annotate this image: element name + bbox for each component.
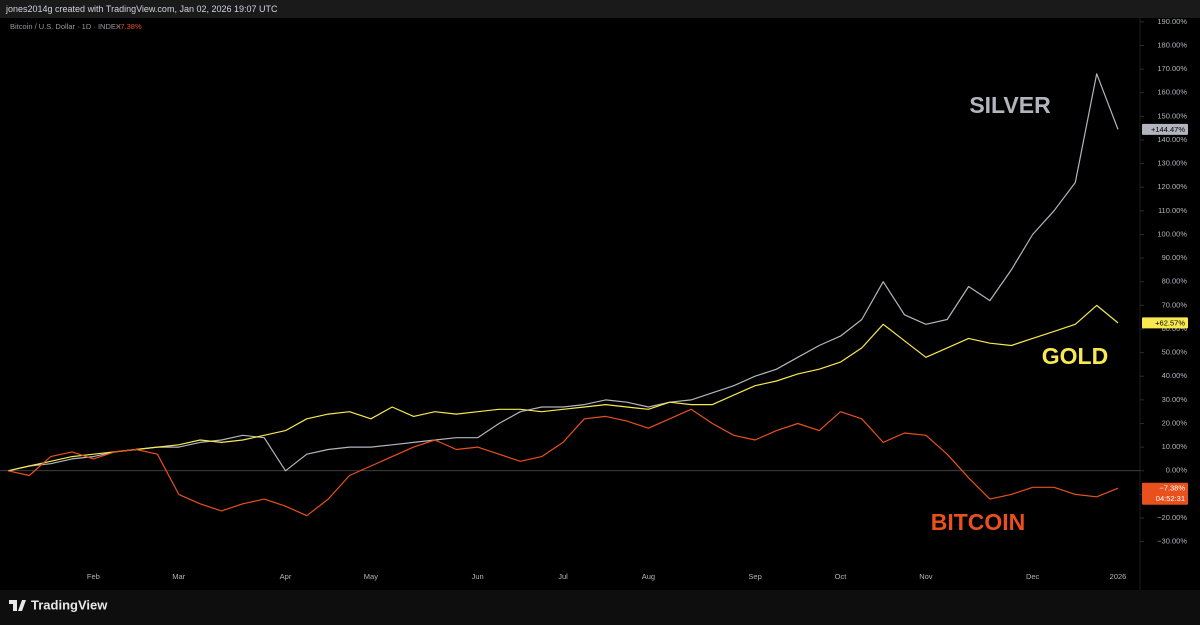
x-tick-label: Oct xyxy=(835,572,848,581)
price-badge xyxy=(1142,317,1188,329)
y-tick-label: 100.00% xyxy=(1157,229,1187,238)
y-tick-label: 110.00% xyxy=(1158,206,1187,215)
y-tick-label: 50.00% xyxy=(1162,348,1188,357)
credit: jones2014g created with TradingView.com,… xyxy=(5,4,278,14)
y-tick-label: 120.00% xyxy=(1157,182,1187,191)
series-line xyxy=(7,408,1119,517)
x-tick-label: Sep xyxy=(748,572,761,581)
y-tick-label: 30.00% xyxy=(1162,395,1188,404)
price-badge-label: +144.47% xyxy=(1151,125,1185,134)
price-badge-label: −7.38% xyxy=(1159,484,1185,493)
header-bar xyxy=(0,0,1200,18)
x-tick-label: Aug xyxy=(642,572,655,581)
y-tick-label: 80.00% xyxy=(1162,277,1188,286)
y-tick-label: 0.00% xyxy=(1166,466,1188,475)
y-tick-label: −20.00% xyxy=(1157,513,1187,522)
price-badge-label: +62.57% xyxy=(1155,318,1185,327)
price-badge xyxy=(1142,482,1188,505)
brand-name: TradingView xyxy=(31,597,108,612)
x-tick-label: Apr xyxy=(280,572,292,581)
y-tick-label: 70.00% xyxy=(1162,300,1188,309)
y-tick-label: 60.00% xyxy=(1162,324,1188,333)
brand-logo: TradingView xyxy=(9,597,108,612)
y-tick-label: 150.00% xyxy=(1157,111,1187,120)
x-tick-label: Feb xyxy=(87,572,100,581)
x-tick-label: 2026 xyxy=(1110,572,1127,581)
series-line xyxy=(7,304,1119,472)
series-name: BITCOIN xyxy=(931,509,1026,535)
x-tick-label: Dec xyxy=(1026,572,1040,581)
y-tick-label: 170.00% xyxy=(1157,64,1187,73)
y-tick-label: 160.00% xyxy=(1157,88,1187,97)
x-tick-label: Nov xyxy=(919,572,933,581)
series-name: GOLD xyxy=(1042,343,1108,369)
symbol: Bitcoin / U.S. Dollar · 1D · INDEX xyxy=(10,22,121,31)
footer-bar xyxy=(0,590,1200,625)
y-tick-label: 130.00% xyxy=(1157,159,1187,168)
x-tick-label: Jul xyxy=(558,572,568,581)
y-tick-label: 140.00% xyxy=(1157,135,1187,144)
y-tick-label: 180.00% xyxy=(1157,40,1187,49)
series-name: SILVER xyxy=(969,92,1051,118)
x-tick-label: Mar xyxy=(172,572,185,581)
y-tick-label: 40.00% xyxy=(1162,371,1188,380)
countdown: 04:52:31 xyxy=(1156,494,1185,503)
x-tick-label: Jun xyxy=(472,572,484,581)
logo-icon xyxy=(9,600,26,611)
symbol-change: −7.38% xyxy=(116,22,142,31)
y-tick-label: 10.00% xyxy=(1162,442,1188,451)
y-tick-label: 90.00% xyxy=(1162,253,1188,262)
y-tick-label: 190.00% xyxy=(1157,17,1187,26)
price-badge xyxy=(1142,123,1188,135)
series-line xyxy=(7,73,1119,472)
y-tick-label: 20.00% xyxy=(1162,418,1188,427)
y-tick-label: −30.00% xyxy=(1157,537,1187,546)
x-tick-label: May xyxy=(364,572,378,581)
